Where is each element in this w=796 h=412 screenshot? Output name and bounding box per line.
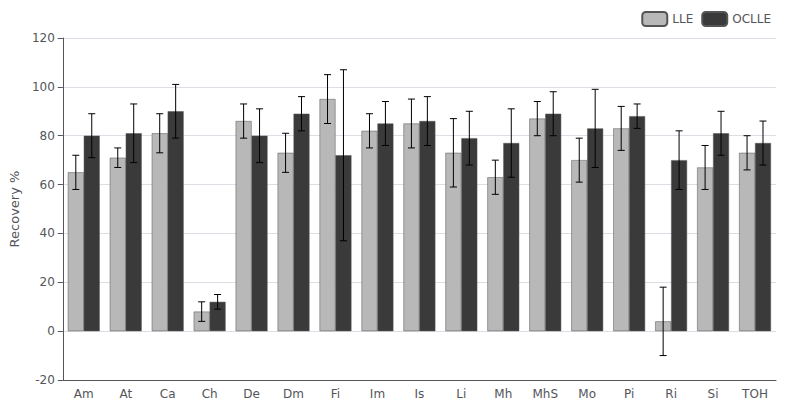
svg-text:60: 60	[40, 178, 55, 192]
svg-text:OCLLE: OCLLE	[732, 12, 771, 26]
svg-text:Pi: Pi	[624, 387, 634, 401]
svg-text:Mo: Mo	[578, 387, 596, 401]
svg-text:Fi: Fi	[331, 387, 340, 401]
svg-text:Mh: Mh	[494, 387, 512, 401]
svg-text:Recovery %: Recovery %	[7, 171, 22, 248]
svg-text:TOH: TOH	[741, 387, 768, 401]
svg-text:Am: Am	[74, 387, 94, 401]
svg-text:80: 80	[40, 129, 55, 143]
svg-text:Li: Li	[456, 387, 466, 401]
svg-text:0: 0	[47, 324, 55, 338]
svg-text:LLE: LLE	[672, 12, 693, 26]
svg-text:40: 40	[40, 226, 55, 240]
svg-text:At: At	[119, 387, 132, 401]
svg-text:Si: Si	[708, 387, 719, 401]
svg-text:-20: -20	[35, 373, 55, 387]
svg-text:Ch: Ch	[202, 387, 218, 401]
svg-text:Is: Is	[415, 387, 425, 401]
svg-text:Dm: Dm	[283, 387, 304, 401]
svg-text:Ca: Ca	[160, 387, 176, 401]
svg-text:100: 100	[32, 80, 55, 94]
svg-text:Im: Im	[370, 387, 385, 401]
svg-text:De: De	[243, 387, 260, 401]
svg-text:MhS: MhS	[532, 387, 558, 401]
svg-text:20: 20	[40, 275, 55, 289]
svg-text:120: 120	[32, 31, 55, 45]
svg-text:Ri: Ri	[665, 387, 677, 401]
